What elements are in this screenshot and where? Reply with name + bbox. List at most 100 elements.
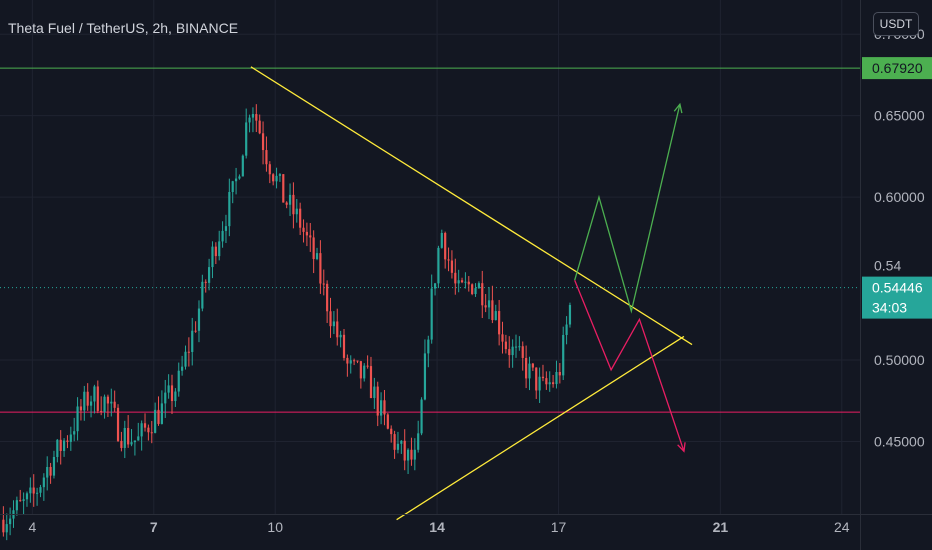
candle-body (346, 357, 349, 364)
candle-body (211, 246, 214, 268)
candle-body (127, 427, 130, 445)
candle-body (349, 360, 352, 364)
candle-body (494, 311, 497, 321)
candle-body (430, 288, 433, 340)
candle-body (329, 311, 332, 327)
candle-body (52, 456, 56, 476)
candle-body (302, 227, 305, 232)
candle-body (96, 386, 99, 411)
candle-body (231, 181, 234, 193)
candle-body (140, 423, 143, 437)
candle-body (187, 351, 190, 353)
candle-body (278, 174, 282, 176)
candle-body (261, 133, 265, 151)
candle-body (170, 385, 174, 402)
candle-body (558, 372, 561, 376)
candle-body (336, 321, 339, 338)
candle-body (508, 349, 511, 356)
candle-body (457, 280, 460, 284)
candle-body (450, 260, 454, 273)
horizontal-levels[interactable] (0, 67, 860, 413)
candle-body (100, 410, 103, 412)
x-tick-label: 21 (713, 519, 729, 535)
candle-body (369, 366, 373, 398)
projections[interactable] (574, 102, 686, 453)
candle-body (305, 231, 308, 236)
candle-body (393, 434, 396, 450)
resistance-price-tag (862, 57, 932, 80)
candle-body (113, 401, 116, 408)
candle-body (481, 283, 484, 306)
candle-body (528, 363, 531, 379)
candle-body (194, 330, 197, 332)
lower-trendline (396, 335, 685, 521)
x-tick-label: 24 (834, 519, 850, 535)
trendlines[interactable] (250, 66, 693, 521)
candle-body (150, 432, 153, 434)
candle-body (204, 281, 207, 283)
candle-body (228, 192, 231, 227)
time-axis[interactable]: 4 7 10 14 17 21 24 (28, 519, 849, 535)
candle-body (167, 385, 170, 393)
candle-body (315, 253, 319, 260)
candle-body (386, 414, 389, 429)
candle-body (332, 321, 335, 327)
chart-title: Theta Fuel / TetherUS, 2h, BINANCE (8, 20, 239, 36)
x-tick-label: 7 (150, 519, 158, 535)
candle-body (342, 334, 346, 358)
candle-body (420, 399, 423, 434)
candle-body (103, 396, 106, 412)
candle-body (555, 372, 558, 385)
candle-body (444, 232, 447, 260)
candle-body (491, 300, 494, 321)
candle-body (433, 283, 437, 289)
candle-body (143, 423, 147, 428)
candle-body (39, 487, 42, 493)
candle-body (538, 376, 541, 391)
currency-unit-button[interactable]: USDT (873, 12, 919, 36)
candle-body (413, 449, 416, 460)
candle-body (201, 281, 204, 309)
bullish-projection (574, 104, 681, 314)
y-tick-label: 0.65000 (874, 108, 925, 124)
candle-body (9, 518, 12, 525)
candle-body (133, 440, 136, 443)
candle-body (501, 334, 504, 342)
x-tick-label: 10 (267, 519, 283, 535)
candle-body (157, 409, 160, 424)
candles (2, 104, 572, 541)
candle-body (282, 174, 285, 203)
candle-body (366, 365, 369, 367)
candle-body (49, 466, 52, 476)
candle-body (390, 428, 393, 435)
candle-body (363, 365, 366, 379)
candle-body (224, 226, 228, 231)
candle-body (487, 300, 491, 308)
candle-body (275, 175, 278, 182)
candle-body (511, 346, 514, 356)
candle-body (93, 386, 96, 402)
candle-body (339, 334, 342, 338)
candle-body (248, 117, 251, 123)
candle-body (423, 353, 427, 400)
candle-body (437, 247, 440, 284)
candle-body (214, 246, 217, 257)
candle-body (89, 401, 93, 406)
candle-body (245, 122, 248, 156)
candle-body (403, 440, 406, 461)
candle-body (460, 280, 464, 283)
candle-body (22, 499, 25, 501)
candle-body (309, 235, 312, 238)
candle-body (514, 346, 518, 348)
candle-body (73, 431, 76, 435)
candle-body (562, 334, 565, 376)
bearish-projection (574, 279, 685, 452)
candle-body (525, 357, 528, 379)
candle-body (535, 367, 538, 391)
candle-body (299, 208, 302, 228)
candle-body (181, 366, 184, 371)
candle-body (484, 305, 487, 308)
candle-body (25, 493, 29, 500)
